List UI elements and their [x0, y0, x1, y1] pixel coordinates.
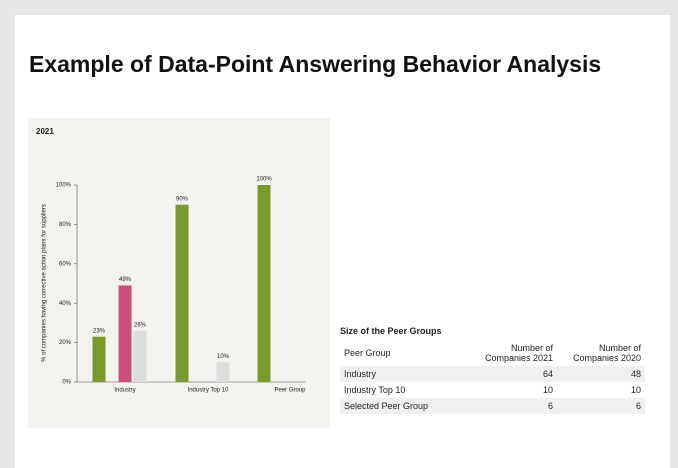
table-cell: 48	[630, 369, 641, 379]
peer-group-table: Size of the Peer Groups Peer Group Number…	[340, 326, 645, 414]
table-cell: Industry Top 10	[344, 385, 406, 395]
y-tick-label: 0%	[62, 380, 71, 386]
table-cell: 64	[542, 369, 553, 379]
x-tick-label: Industry	[114, 388, 135, 394]
bar	[257, 185, 271, 382]
bar	[175, 204, 189, 382]
y-tick-label: 20%	[59, 340, 72, 346]
bar	[118, 285, 132, 382]
table-cell: 10	[542, 385, 553, 395]
table-cell: Industry	[344, 369, 377, 379]
column-header: Peer Group	[344, 348, 391, 358]
bar	[216, 362, 230, 382]
column-header: Number of Companies 2021	[484, 343, 553, 363]
table-cell: 6	[547, 401, 553, 411]
y-tick-label: 60%	[59, 261, 72, 267]
bar	[92, 336, 106, 382]
data-label: 90%	[176, 196, 189, 202]
chart: 2021 % of companies having corrective ac…	[28, 118, 330, 428]
slide-title: Example of Data-Point Answering Behavior…	[29, 51, 602, 77]
table-cell: 6	[635, 401, 641, 411]
data-label: 100%	[256, 177, 272, 183]
y-tick-label: 100%	[56, 183, 72, 189]
x-tick-label: Industry Top 10	[188, 388, 230, 394]
data-label: 10%	[217, 354, 230, 360]
y-tick-label: 80%	[59, 222, 72, 228]
bar	[133, 330, 147, 382]
table-cell: Selected Peer Group	[344, 401, 429, 411]
table-title: Size of the Peer Groups	[340, 326, 442, 336]
y-tick-label: 40%	[59, 301, 72, 307]
table-row: Selected Peer Group 6 6	[340, 398, 645, 414]
table-row: Industry 64 48	[340, 366, 645, 382]
table-row: Industry Top 10 10 10	[340, 382, 645, 398]
header-row: Peer Group Number of Companies 2021 Number…	[340, 340, 645, 366]
data-label: 23%	[93, 328, 106, 334]
chart-title: 2021	[36, 127, 54, 136]
y-axis-label: % of companies having corrective action …	[42, 204, 48, 362]
column-header: Number of Companies 2020	[572, 343, 641, 363]
data-label: 49%	[119, 277, 132, 283]
x-tick-label: Peer Group	[274, 388, 306, 394]
data-label: 26%	[134, 322, 147, 328]
table-body: Industry 64 48 Industry Top 10 10 10 Selected …	[340, 366, 645, 414]
table-cell: 10	[630, 385, 641, 395]
table: Peer Group Number of Companies 2021 Number…	[340, 340, 645, 414]
